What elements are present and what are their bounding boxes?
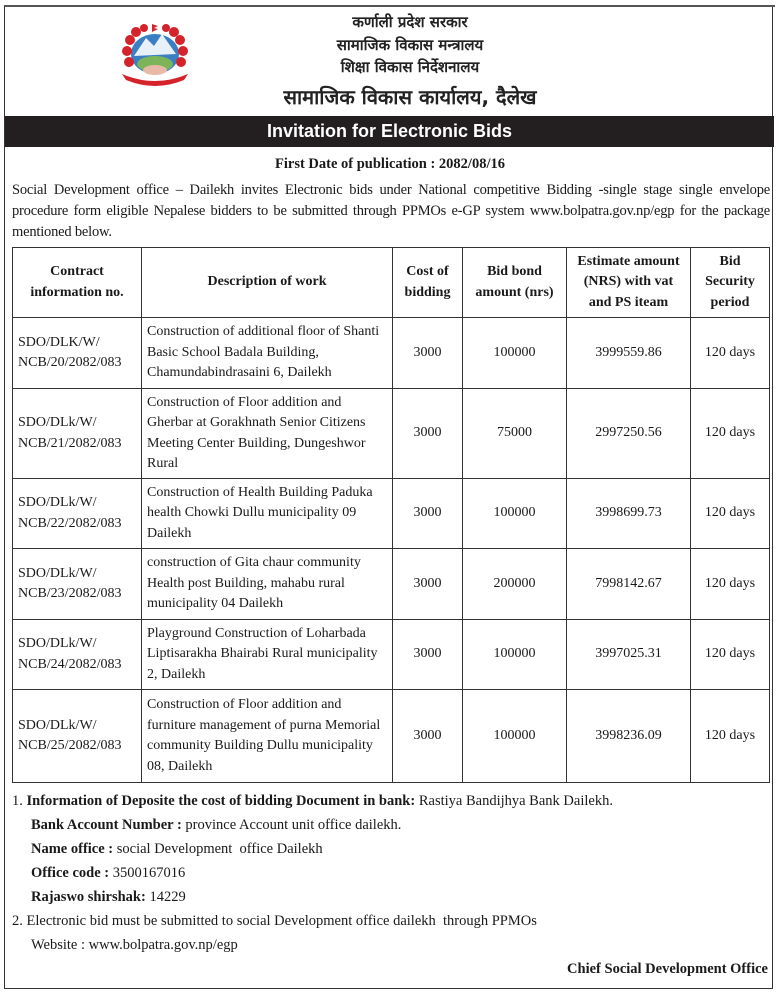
col-estimate: Estimate amount (NRS) with vat and PS it… [566,247,691,318]
cell-cost: 3000 [392,388,463,479]
cell-description: Construction of Floor addition and Gherb… [141,388,393,479]
cell-bid-bond: 100000 [462,317,567,389]
cell-contract-no: SDO/DLk/W/ NCB/21/2082/083 [12,388,142,479]
office-name-note: Name office : social Development office … [31,841,323,857]
cell-contract-no: SDO/DLk/W/ NCB/25/2082/083 [12,689,142,783]
directorate-name: शिक्षा विकास निर्देशनालय [340,58,480,76]
cell-contract-no: SDO/DLk/W/ NCB/22/2082/083 [12,478,142,549]
cell-security-period: 120 days [690,388,770,479]
cell-cost: 3000 [392,689,463,783]
cell-estimate: 3998699.73 [566,478,691,549]
cell-security-period: 120 days [690,317,770,389]
table-row: SDO/DLK/W/ NCB/20/2082/083 Construction o… [12,317,770,389]
cell-contract-no: SDO/DLK/W/ NCB/20/2082/083 [12,317,142,389]
table-row: SDO/DLk/W/ NCB/21/2082/083 Construction o… [12,388,770,479]
cell-cost: 3000 [392,317,463,389]
bank-account: Bank Account Number : province Account u… [31,817,402,833]
cell-security-period: 120 days [690,689,770,783]
office-code: Office code : 3500167016 [31,865,186,881]
cell-bid-bond: 100000 [462,689,567,783]
note-2: 2. Electronic bid must be submitted to s… [12,913,537,929]
table-row: SDO/DLk/W/ NCB/24/2082/083 Playground Con… [12,619,770,690]
intro-paragraph: Social Development office – Dailekh invi… [12,182,770,240]
table-header-row: Contract information no. Description of … [12,247,770,318]
province-government: कर्णाली प्रदेश सरकार [352,13,468,31]
table-row: SDO/DLk/W/ NCB/23/2082/083 construction o… [12,548,770,620]
cell-cost: 3000 [392,548,463,620]
cell-estimate: 2997250.56 [566,388,691,479]
cell-bid-bond: 100000 [462,478,567,549]
cell-bid-bond: 75000 [462,388,567,479]
publication-date: First Date of publication : 2082/08/16 [275,156,505,172]
website-link[interactable]: Website : www.bolpatra.gov.np/egp [31,937,238,953]
signature: Chief Social Development Office [567,961,768,977]
cell-cost: 3000 [392,619,463,690]
rajaswo-shirshak: Rajaswo shirshak: 14229 [31,889,186,905]
ministry-name: सामाजिक विकास मन्त्रालय [336,36,484,54]
cell-estimate: 3997025.31 [566,619,691,690]
cell-security-period: 120 days [690,478,770,549]
cell-security-period: 120 days [690,548,770,620]
table-row: SDO/DLk/W/ NCB/22/2082/083 Construction o… [12,478,770,549]
cell-contract-no: SDO/DLk/W/ NCB/24/2082/083 [12,619,142,690]
bids-table: Contract information no. Description of … [12,247,770,783]
cell-estimate: 3999559.86 [566,317,691,389]
cell-estimate: 7998142.67 [566,548,691,620]
cell-security-period: 120 days [690,619,770,690]
cell-cost: 3000 [392,478,463,549]
nepal-emblem-icon [122,24,188,86]
cell-description: construction of Gita chaur community Hea… [141,548,393,620]
cell-bid-bond: 200000 [462,548,567,620]
cell-bid-bond: 100000 [462,619,567,690]
cell-description: Playground Construction of Loharbada Lip… [141,619,393,690]
col-description: Description of work [141,247,393,318]
cell-estimate: 3998236.09 [566,689,691,783]
office-name: सामाजिक विकास कार्यालय, दैलेख [283,85,537,109]
cell-contract-no: SDO/DLk/W/ NCB/23/2082/083 [12,548,142,620]
table-row: SDO/DLk/W/ NCB/25/2082/083 Construction o… [12,689,770,783]
note-1: 1. Information of Deposite the cost of b… [12,793,613,809]
top-rule [4,5,775,7]
col-security-period: Bid Security period [690,247,770,318]
cell-description: Construction of Floor addition and furni… [141,689,393,783]
col-cost: Cost of bidding [392,247,463,318]
col-contract-no: Contract information no. [12,247,142,318]
cell-description: Construction of additional floor of Shan… [141,317,393,389]
col-bid-bond: Bid bond amount (nrs) [462,247,567,318]
notice-title: Invitation for Electronic Bids [5,116,774,147]
cell-description: Construction of Health Building Paduka h… [141,478,393,549]
notes-section: 1. Information of Deposite the cost of b… [12,789,613,957]
